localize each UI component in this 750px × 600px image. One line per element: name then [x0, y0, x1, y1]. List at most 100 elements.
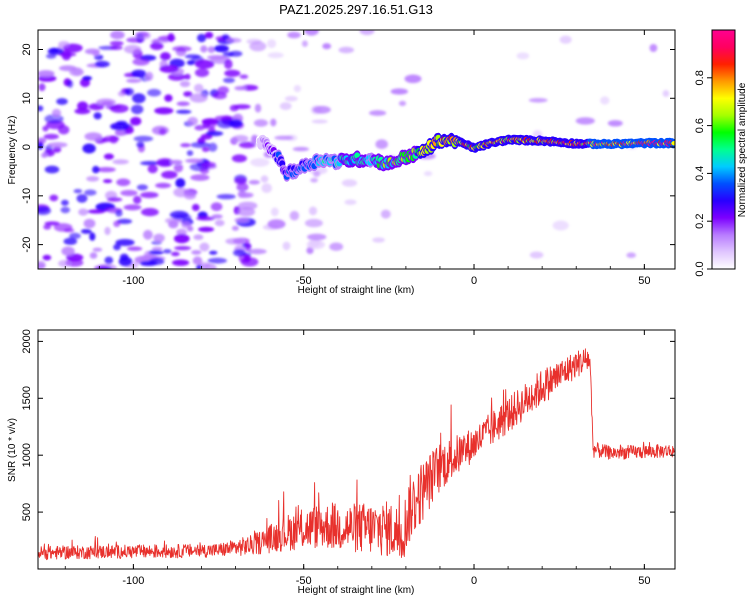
noise-blob: [163, 249, 172, 254]
noise-blob: [164, 94, 173, 102]
noise-blob: [38, 260, 46, 269]
noise-blob: [101, 137, 110, 143]
noise-blob: [184, 73, 191, 80]
noise-blob: [248, 180, 260, 185]
noise-blob: [261, 183, 273, 194]
noise-blob: [231, 225, 239, 231]
noise-blob: [67, 80, 74, 88]
noise-blob: [96, 167, 116, 173]
noise-blob: [239, 74, 249, 79]
noise-blob: [60, 206, 71, 214]
snr-y-tick-label: 1500: [21, 386, 33, 410]
noise-blob: [231, 154, 247, 163]
noise-blob: [234, 217, 250, 223]
noise-blob: [38, 137, 47, 144]
noise-blob: [213, 92, 227, 100]
snr-x-tick-label: -100: [122, 575, 144, 587]
noise-blob: [103, 179, 113, 184]
ridge-core: [354, 152, 361, 159]
spectrogram-x-tick-label: 50: [638, 275, 650, 287]
noise-blob: [77, 101, 89, 111]
noise-blob: [38, 206, 51, 215]
noise-blob: [600, 96, 610, 105]
noise-blob: [44, 221, 60, 226]
noise-blob: [38, 141, 44, 150]
noise-blob: [307, 233, 327, 241]
noise-blob: [552, 220, 569, 231]
noise-blob: [171, 251, 180, 257]
noise-blob: [109, 40, 124, 46]
noise-blob: [109, 104, 129, 113]
snr-series-line: [38, 348, 675, 561]
noise-blob: [96, 98, 116, 106]
snr-y-tick-label: 500: [21, 503, 33, 521]
noise-blob: [114, 129, 126, 136]
noise-blob: [649, 44, 658, 52]
noise-blob: [313, 170, 321, 178]
noise-blob: [529, 251, 544, 259]
noise-blob: [187, 116, 198, 126]
spectrogram-x-tick-label: -100: [122, 275, 144, 287]
noise-blob: [190, 141, 211, 148]
noise-blob: [159, 65, 179, 73]
noise-blob: [43, 224, 52, 230]
noise-blob: [38, 83, 46, 92]
noise-blob: [249, 41, 267, 52]
spectrogram-y-tick-label: 10: [21, 92, 33, 104]
spectrogram-y-tick-label: -10: [21, 188, 33, 204]
colorbar-tick-label: 0.8: [694, 70, 706, 85]
noise-blob: [179, 80, 191, 88]
noise-blob: [103, 153, 114, 160]
noise-blob: [369, 110, 387, 116]
noise-blob: [398, 100, 407, 107]
noise-blob: [49, 194, 59, 202]
noise-blob: [175, 109, 192, 114]
noise-blob: [202, 147, 210, 153]
noise-blob: [229, 119, 243, 128]
noise-blob: [161, 170, 178, 179]
noise-blob: [84, 132, 103, 141]
noise-blob: [86, 176, 100, 182]
noise-blob: [180, 143, 191, 148]
noise-blob: [308, 206, 318, 216]
noise-blob: [93, 112, 102, 120]
noise-blob: [132, 58, 150, 66]
noise-blob: [194, 83, 204, 93]
noise-blob: [341, 179, 358, 187]
noise-blob: [607, 120, 623, 127]
noise-blob: [198, 226, 215, 232]
noise-blob: [132, 93, 146, 104]
noise-blob: [47, 47, 64, 55]
noise-blob: [216, 118, 234, 129]
noise-blob: [200, 161, 217, 168]
noise-blob: [143, 229, 153, 240]
noise-blob: [76, 194, 88, 203]
ridge-core: [671, 141, 675, 146]
noise-blob: [270, 207, 279, 217]
noise-blob: [304, 218, 323, 228]
noise-blob: [194, 59, 215, 69]
noise-blob: [223, 77, 235, 84]
noise-blob: [176, 228, 188, 236]
noise-blob: [72, 67, 83, 76]
noise-blob: [149, 257, 165, 265]
noise-blob: [116, 178, 131, 187]
noise-blob: [221, 34, 230, 40]
noise-blob: [56, 98, 68, 105]
noise-blob: [51, 108, 62, 118]
noise-blob: [284, 95, 298, 102]
colorbar: 0.0 0.2 0.4 0.6 0.8 Normalized spectral ampl…: [694, 29, 748, 277]
spectrogram-y-ticks: -20 -10 0 10 20: [21, 43, 675, 253]
noise-blob: [225, 238, 244, 245]
noise-blob: [158, 128, 167, 136]
noise-blob: [199, 242, 210, 252]
noise-blob: [151, 246, 163, 252]
noise-blob: [169, 210, 189, 219]
noise-blob: [359, 30, 375, 36]
noise-blob: [338, 46, 355, 54]
noise-blob: [279, 102, 292, 110]
noise-blob: [254, 103, 262, 113]
noise-blob: [115, 210, 123, 217]
noise-blob: [126, 78, 142, 83]
noise-blob: [92, 165, 100, 174]
